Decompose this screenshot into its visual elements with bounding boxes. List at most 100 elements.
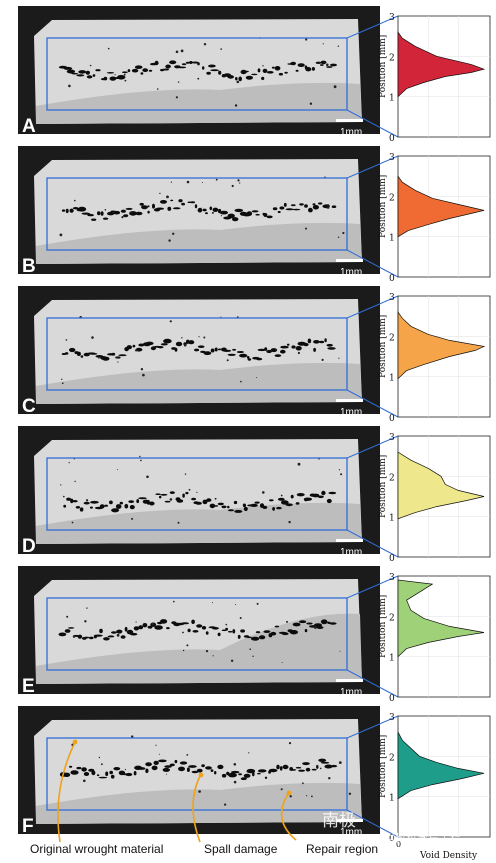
- void-mark: [297, 351, 300, 355]
- void-mark: [72, 207, 79, 210]
- void-mark: [212, 655, 214, 657]
- void-mark: [67, 627, 75, 629]
- void-mark: [196, 491, 198, 493]
- void-mark: [185, 61, 190, 64]
- void-mark: [250, 636, 260, 641]
- roi-connector-bottom: [346, 389, 399, 418]
- void-mark: [318, 202, 323, 205]
- void-band: [59, 735, 352, 806]
- void-mark: [148, 69, 153, 72]
- panel-e: E 1mm 0 1 2 3 Position [mm]: [18, 566, 491, 704]
- void-mark: [217, 348, 222, 351]
- void-mark: [197, 345, 205, 349]
- panel-a: A 1mm 0 1 2 3 Position [mm]: [18, 6, 491, 144]
- void-mark: [270, 631, 277, 636]
- void-mark: [86, 75, 93, 79]
- void-mark: [246, 636, 252, 639]
- void-mark: [157, 346, 164, 349]
- void-mark: [262, 65, 264, 67]
- void-mark: [234, 208, 244, 213]
- void-mark: [131, 517, 134, 520]
- void-mark: [234, 509, 243, 513]
- void-mark: [196, 624, 203, 628]
- void-mark: [290, 494, 294, 499]
- void-mark: [214, 497, 217, 500]
- repair-region: [36, 222, 362, 264]
- void-mark: [116, 633, 120, 637]
- void-mark: [231, 184, 234, 188]
- void-mark: [320, 60, 327, 65]
- void-mark: [87, 213, 94, 217]
- roi-box: [46, 737, 348, 811]
- void-mark: [221, 629, 227, 632]
- void-mark: [302, 762, 310, 766]
- void-mark: [97, 211, 101, 216]
- void-mark: [89, 636, 94, 640]
- void-mark: [102, 356, 110, 361]
- void-mark: [145, 768, 149, 774]
- void-mark: [311, 67, 315, 71]
- void-mark: [194, 204, 198, 209]
- void-mark: [249, 648, 251, 650]
- void-mark: [232, 348, 237, 351]
- void-mark: [111, 508, 120, 513]
- void-mark: [286, 620, 288, 623]
- void-mark: [186, 767, 190, 772]
- callout-arrow: [192, 775, 201, 843]
- void-mark: [69, 347, 76, 353]
- void-mark: [83, 772, 90, 776]
- void-mark: [245, 75, 253, 80]
- void-mark: [298, 620, 307, 624]
- void-mark: [60, 484, 62, 486]
- void-mark: [98, 756, 101, 759]
- void-mark: [159, 192, 161, 195]
- histogram-y-tick-label: 1: [389, 794, 395, 804]
- void-mark: [312, 205, 319, 210]
- void-mark: [167, 206, 172, 211]
- void-mark: [274, 354, 282, 357]
- void-mark: [89, 506, 93, 509]
- histogram-y-tick-label: 0: [389, 694, 395, 704]
- panel-letter: E: [22, 676, 35, 697]
- void-mark: [251, 73, 258, 76]
- void-mark: [142, 68, 149, 73]
- void-mark: [290, 204, 296, 207]
- void-mark: [194, 348, 200, 352]
- void-mark: [180, 622, 190, 625]
- void-mark: [99, 504, 105, 509]
- void-mark: [64, 629, 71, 633]
- void-mark: [109, 770, 113, 775]
- void-mark: [236, 80, 240, 84]
- panel-f: F 1mm 0 1 2 3 Position [mm]: [18, 706, 491, 844]
- void-mark: [274, 66, 281, 71]
- void-mark: [142, 623, 148, 628]
- void-mark: [303, 497, 312, 501]
- void-mark: [203, 43, 207, 46]
- void-mark: [337, 45, 339, 47]
- void-mark: [329, 622, 337, 625]
- void-mark: [110, 774, 115, 779]
- void-band: [61, 316, 340, 385]
- void-mark: [243, 506, 248, 512]
- void-mark: [241, 70, 249, 73]
- void-mark: [257, 348, 266, 352]
- void-mark: [233, 780, 237, 784]
- void-mark: [205, 631, 209, 635]
- void-mark: [316, 626, 324, 629]
- void-mark: [292, 208, 301, 211]
- void-mark: [203, 351, 212, 356]
- void-mark: [280, 500, 289, 505]
- void-mark: [212, 602, 213, 604]
- void-mark: [185, 491, 189, 495]
- callout-arrow: [57, 741, 76, 843]
- void-mark: [202, 499, 208, 505]
- void-mark: [232, 629, 236, 634]
- void-mark: [119, 501, 124, 505]
- void-mark: [312, 493, 320, 498]
- void-mark: [61, 378, 63, 380]
- void-mark: [189, 61, 193, 64]
- void-mark: [91, 336, 94, 339]
- void-mark: [198, 790, 201, 793]
- void-mark: [309, 102, 313, 105]
- void-mark: [63, 66, 73, 70]
